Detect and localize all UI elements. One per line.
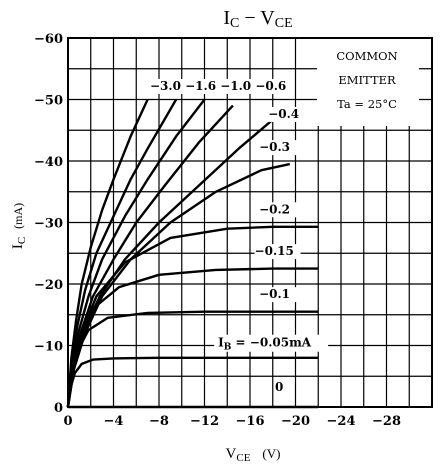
y-tick-label: −60: [34, 32, 63, 47]
y-tick-label: −50: [34, 94, 63, 109]
legend-line-3: Ta = 25°C: [337, 97, 397, 111]
y-tick-labels: 0 −10 −20 −30 −40 −50 −60: [34, 32, 63, 416]
series-label: −0.3: [259, 140, 290, 154]
series-line: [66, 310, 319, 408]
series-label: −0.2: [259, 202, 290, 216]
series-line: [66, 356, 319, 408]
legend-box: COMMON EMITTER Ta = 25°C: [317, 38, 419, 126]
x-tick-label: −16: [236, 414, 265, 429]
curve-labels: −3.0 −1.6 −1.0 −0.6 0 −0.4 −0.3 −0.2 −0.15 −0.…: [150, 79, 329, 396]
x-tick-label: −4: [104, 414, 124, 429]
series-line: [66, 98, 178, 408]
series-label-bg: [268, 106, 307, 122]
x-axis-label: VCE (V): [226, 446, 281, 464]
top-series-labels-bg: [150, 79, 290, 94]
series-line: [66, 162, 291, 408]
x-tick-label: −28: [372, 414, 401, 429]
y-tick-label: 0: [54, 401, 63, 416]
series-label-bg: [254, 244, 301, 260]
ib-label-bg: [214, 334, 329, 352]
top-series-labels: −3.0 −1.6 −1.0 −0.6: [150, 79, 286, 93]
x-tick-label: −20: [281, 414, 310, 429]
curves: [66, 98, 319, 409]
legend-background: [317, 38, 419, 126]
chart-title: IC − VCE: [223, 7, 292, 31]
series-label-bg: [259, 202, 298, 218]
series-label-bg: [259, 287, 298, 303]
series-label: −0.1: [259, 287, 290, 301]
x-tick-label: 0: [63, 414, 72, 429]
x-tick-label: −12: [190, 414, 219, 429]
x-tick-labels: 0 −4 −8 −12 −16 −20 −24 −28: [63, 414, 401, 429]
x-tick-label: −8: [149, 414, 169, 429]
plot-frame: [67, 37, 433, 408]
ib-label: IB = −0.05mA: [218, 336, 312, 353]
y-tick-label: −10: [34, 340, 63, 355]
series-label-bg: [259, 140, 298, 156]
y-tick-label: −40: [34, 155, 63, 170]
legend-line-2: EMITTER: [338, 73, 396, 87]
x-tick-label: −24: [327, 414, 356, 429]
series-label-bg: [275, 380, 290, 396]
y-tick-label: −30: [34, 217, 63, 232]
y-tick-label: −20: [34, 278, 63, 293]
series-label: 0: [275, 380, 283, 394]
series-line: [66, 104, 234, 408]
series-label: −0.15: [255, 244, 294, 258]
series-line: [66, 98, 149, 408]
series-label: −0.4: [268, 107, 299, 121]
legend-line-1: COMMON: [336, 49, 397, 63]
series-line: [66, 113, 280, 408]
y-axis-label: IC(mA): [10, 203, 28, 249]
